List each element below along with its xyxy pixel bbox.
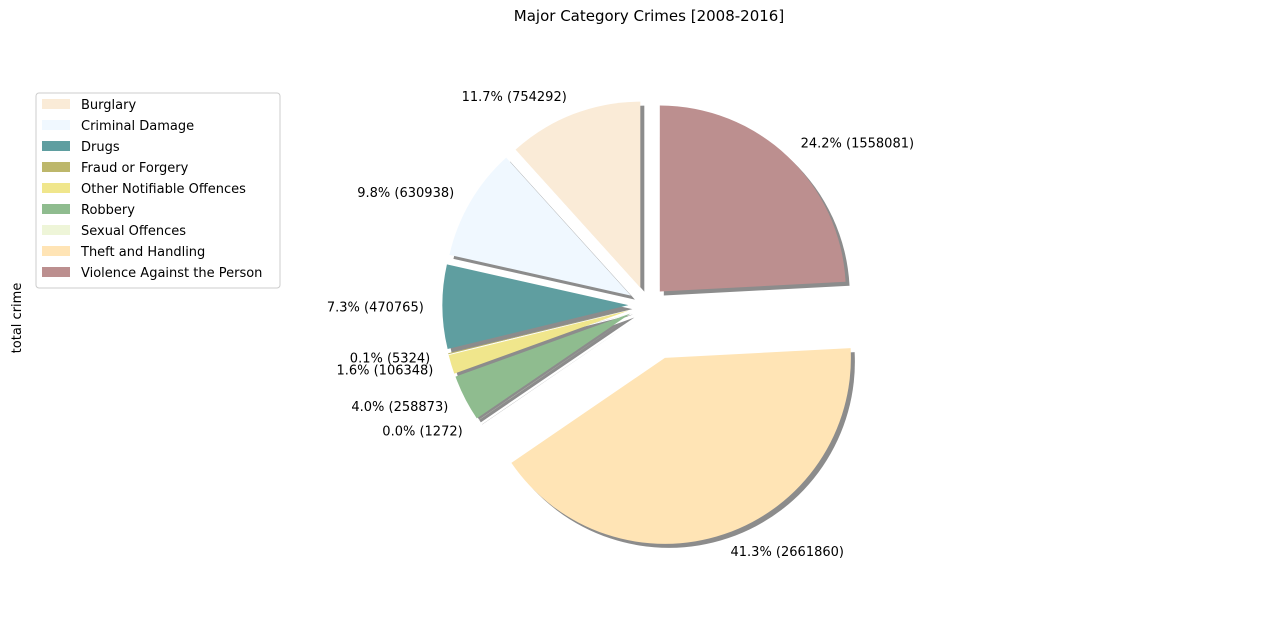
legend-label-sexual-offences: Sexual Offences	[81, 224, 186, 239]
slice-labels: 11.7% (754292) 9.8% (630938) 7.3% (470765)…	[327, 90, 914, 560]
legend-label-criminal-damage: Criminal Damage	[81, 119, 194, 134]
slice-label-other-notifiable-offences: 1.6% (106348)	[336, 363, 433, 378]
slice-drugs	[442, 264, 629, 349]
legend-label-burglary: Burglary	[81, 98, 136, 113]
slice-sexual-offences	[478, 315, 632, 421]
legend-label-theft-and-handling: Theft and Handling	[80, 245, 205, 260]
legend-swatch-other-notifiable-offences	[42, 183, 70, 193]
slice-label-fraud-or-forgery: 0.1% (5324)	[350, 352, 430, 367]
y-axis-label: total crime	[10, 283, 25, 354]
legend-swatch-robbery	[42, 204, 70, 214]
legend-label-violence-against-the-person: Violence Against the Person	[81, 266, 262, 281]
pie-wedges	[442, 101, 851, 544]
slice-criminal-damage	[449, 157, 631, 296]
legend-swatch-burglary	[42, 99, 70, 109]
legend-swatch-fraud-or-forgery	[42, 162, 70, 172]
slice-label-theft-and-handling: 41.3% (2661860)	[731, 545, 844, 560]
slice-label-criminal-damage: 9.8% (630938)	[357, 186, 454, 201]
slice-theft-and-handling	[511, 348, 851, 544]
legend-swatch-sexual-offences	[42, 225, 70, 235]
slice-label-violence-against-the-person: 24.2% (1558081)	[801, 137, 914, 152]
slice-label-robbery: 4.0% (258873)	[351, 400, 448, 415]
slice-burglary	[515, 101, 641, 288]
slice-robbery	[455, 313, 631, 419]
slice-shadow-sexual-offences	[482, 319, 636, 425]
chart-title: Major Category Crimes [2008-2016]	[514, 7, 784, 25]
slice-label-sexual-offences: 0.0% (1272)	[382, 424, 462, 439]
legend-label-fraud-or-forgery: Fraud or Forgery	[81, 161, 189, 176]
legend-swatch-theft-and-handling	[42, 246, 70, 256]
legend-frame	[35, 92, 281, 289]
legend-label-other-notifiable-offences: Other Notifiable Offences	[81, 182, 246, 197]
slice-fraud-or-forgery	[448, 309, 629, 355]
slice-label-drugs: 7.3% (470765)	[327, 300, 424, 315]
legend-swatch-drugs	[42, 141, 70, 151]
slice-label-burglary: 11.7% (754292)	[462, 90, 567, 105]
slice-violence-against-the-person	[659, 105, 846, 292]
legend-label-drugs: Drugs	[81, 140, 120, 155]
legend-swatch-criminal-damage	[42, 120, 70, 130]
slice-other-notifiable-offences	[448, 310, 630, 374]
legend-label-robbery: Robbery	[81, 203, 135, 218]
legend-swatch-violence-against-the-person	[42, 267, 70, 277]
legend: Burglary Criminal Damage Drugs Fraud or For…	[35, 92, 281, 289]
